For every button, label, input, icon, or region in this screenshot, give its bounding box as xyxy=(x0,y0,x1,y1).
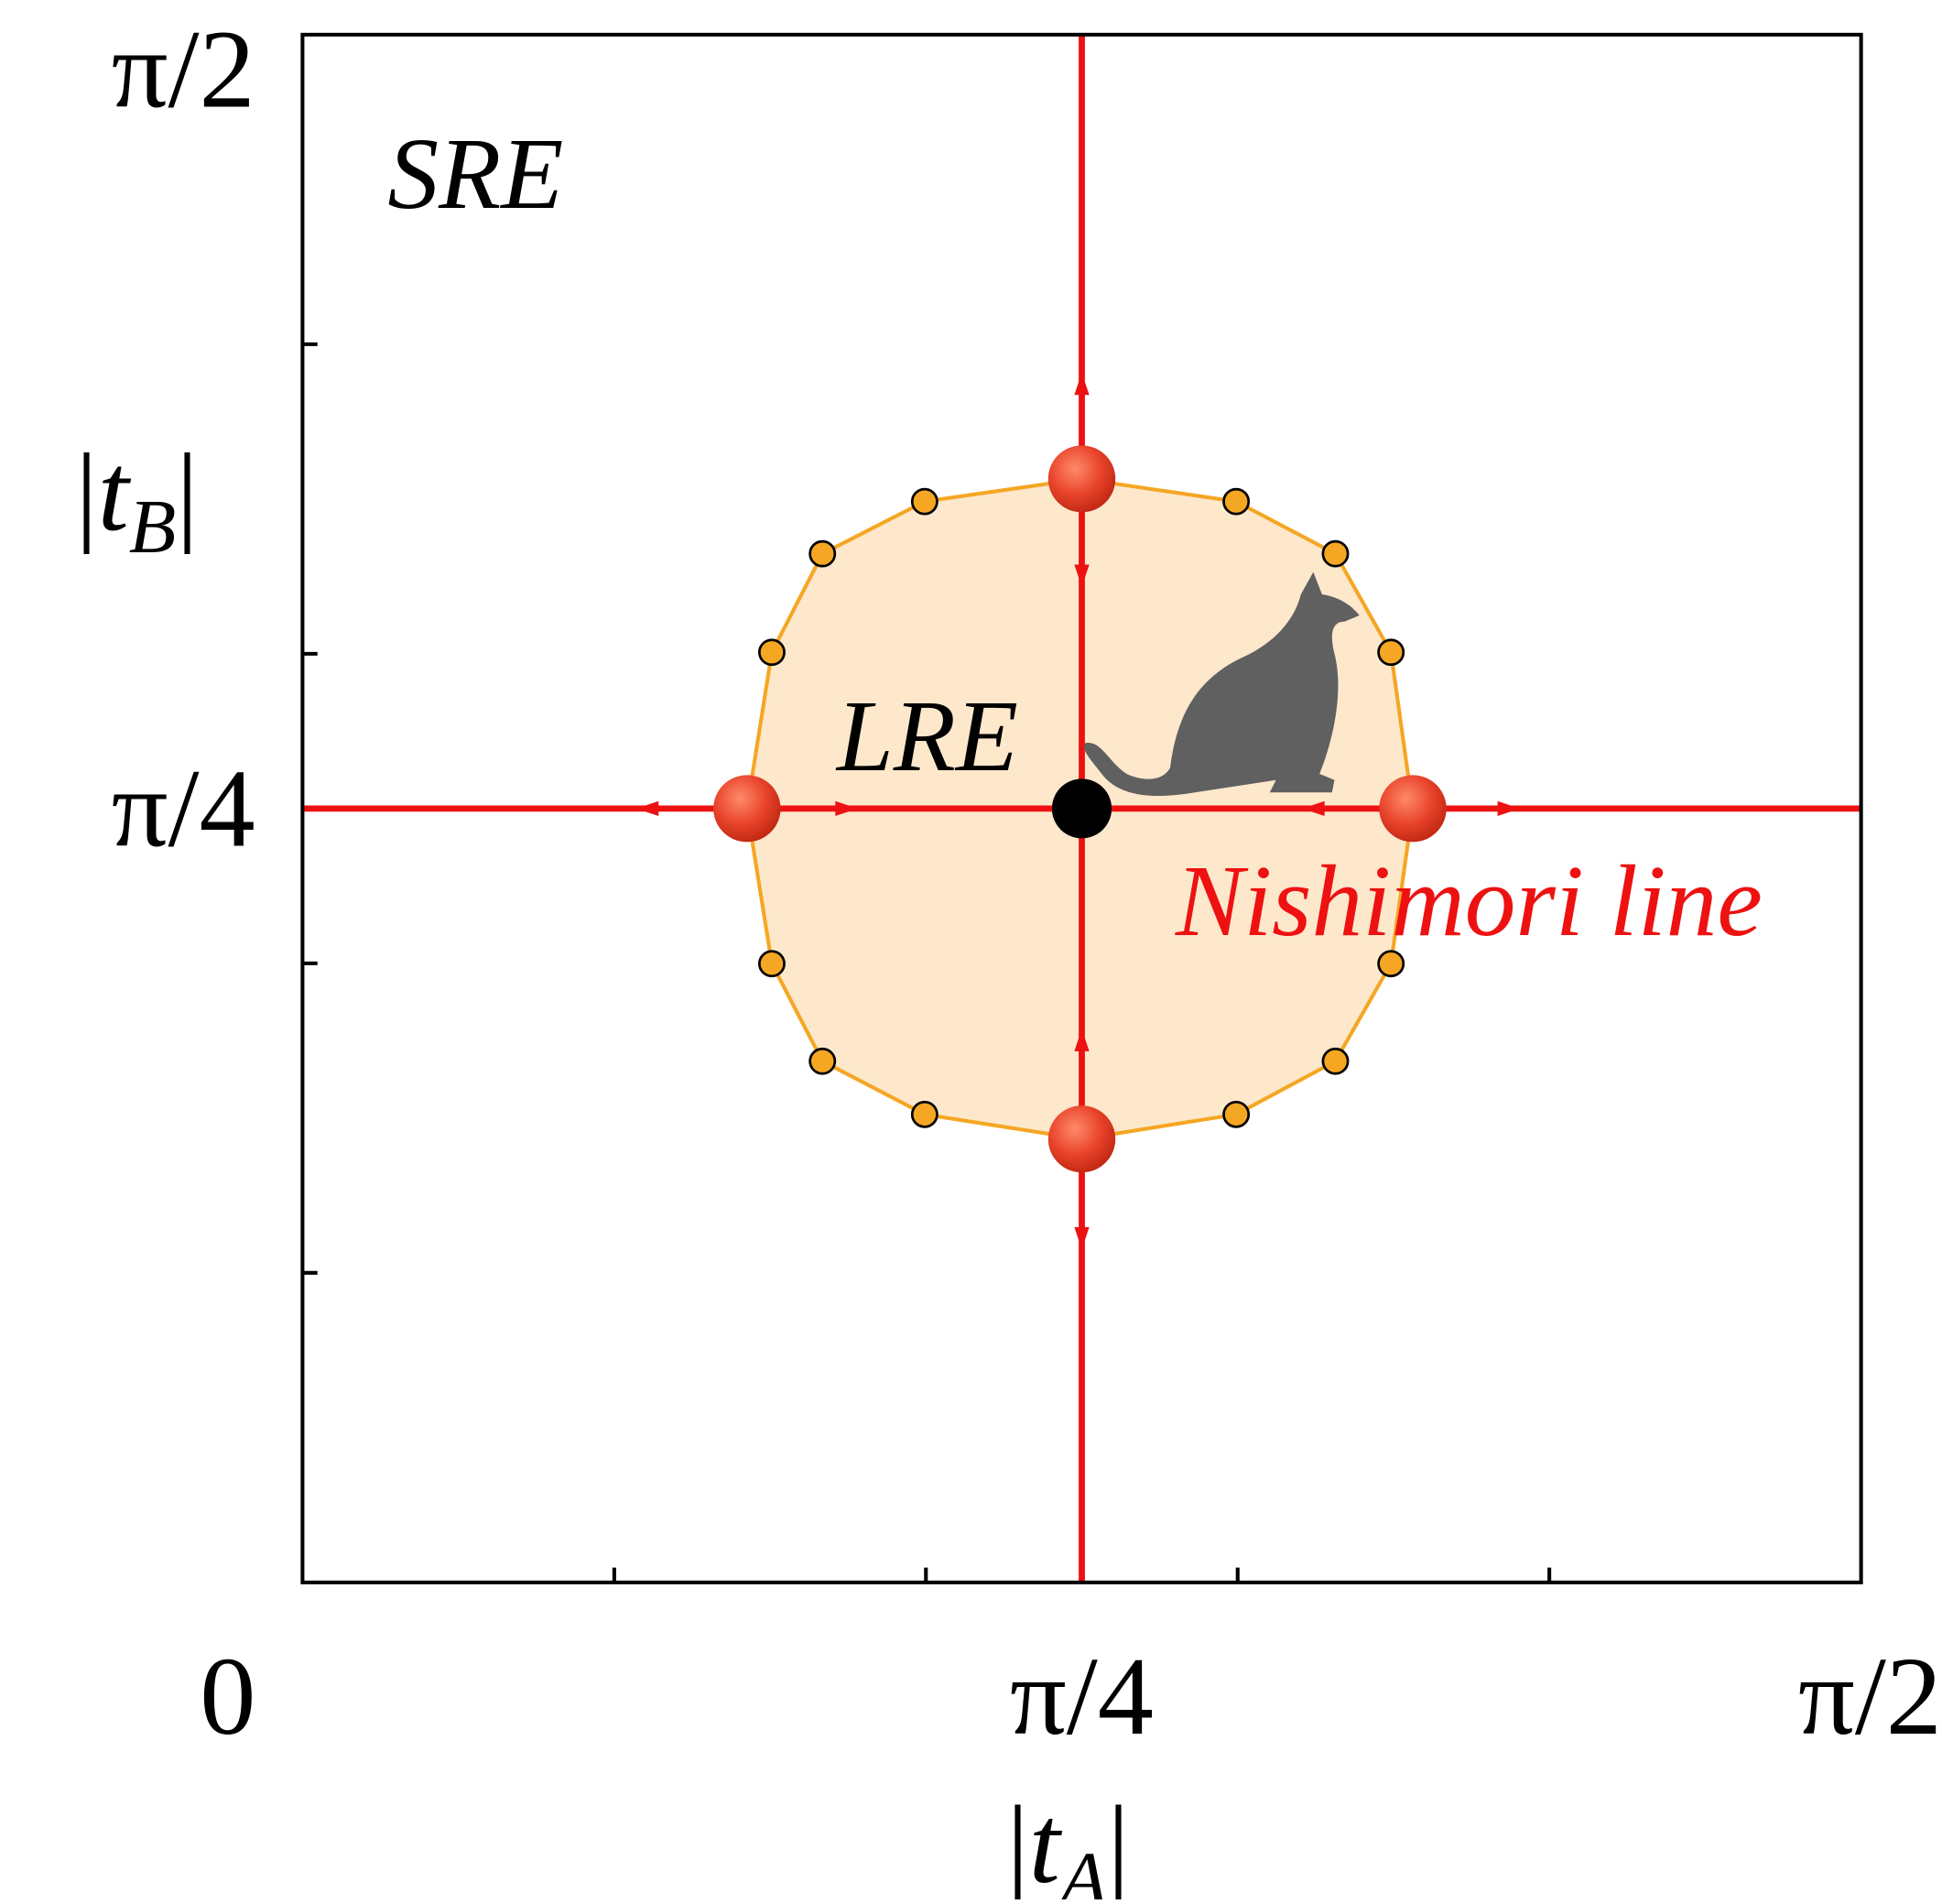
x-tick-label: π/4 xyxy=(1010,1635,1154,1758)
critical-point xyxy=(1052,778,1112,838)
flow-arrow xyxy=(636,801,658,816)
flow-arrow xyxy=(1074,373,1089,395)
fixed-point xyxy=(713,775,780,842)
flow-arrow xyxy=(1498,801,1520,816)
boundary-point xyxy=(1323,1049,1348,1073)
bar: | xyxy=(1107,1783,1130,1899)
boundary-point xyxy=(1379,640,1404,665)
region-label: SRE xyxy=(387,118,563,231)
bar: | xyxy=(75,431,98,555)
x-tick-label: 0 xyxy=(200,1635,255,1758)
boundary-point xyxy=(1323,541,1348,566)
boundary-point xyxy=(759,640,784,665)
subscript: B xyxy=(129,484,176,570)
y-axis-label: |tB| xyxy=(75,431,199,570)
boundary-point xyxy=(1224,1102,1249,1126)
symbol: t xyxy=(98,431,132,555)
x-axis-label: |tA| xyxy=(1006,1783,1130,1899)
nishimori-label: Nishimori line xyxy=(1175,845,1763,958)
region-label: LRE xyxy=(835,680,1018,793)
symbol: t xyxy=(1029,1783,1063,1899)
boundary-point xyxy=(1224,489,1249,514)
boundary-point xyxy=(912,489,937,514)
flow-arrow xyxy=(1074,1227,1089,1249)
y-tick-label: π/4 xyxy=(112,747,255,871)
boundary-point xyxy=(810,1049,835,1073)
boundary-point xyxy=(912,1102,937,1126)
subscript: A xyxy=(1056,1837,1108,1899)
x-tick-label: π/2 xyxy=(1798,1635,1942,1758)
boundary-point xyxy=(810,541,835,566)
fixed-point xyxy=(1379,775,1446,842)
bar: | xyxy=(1006,1783,1029,1899)
chart: 0π/4π/2π/4π/2SRELRENishimori line |tA| |… xyxy=(0,0,1942,1899)
bar: | xyxy=(176,431,199,555)
boundary-point xyxy=(759,952,784,976)
y-tick-label: π/2 xyxy=(112,8,255,132)
fixed-point xyxy=(1048,445,1115,512)
fixed-point xyxy=(1048,1105,1115,1172)
